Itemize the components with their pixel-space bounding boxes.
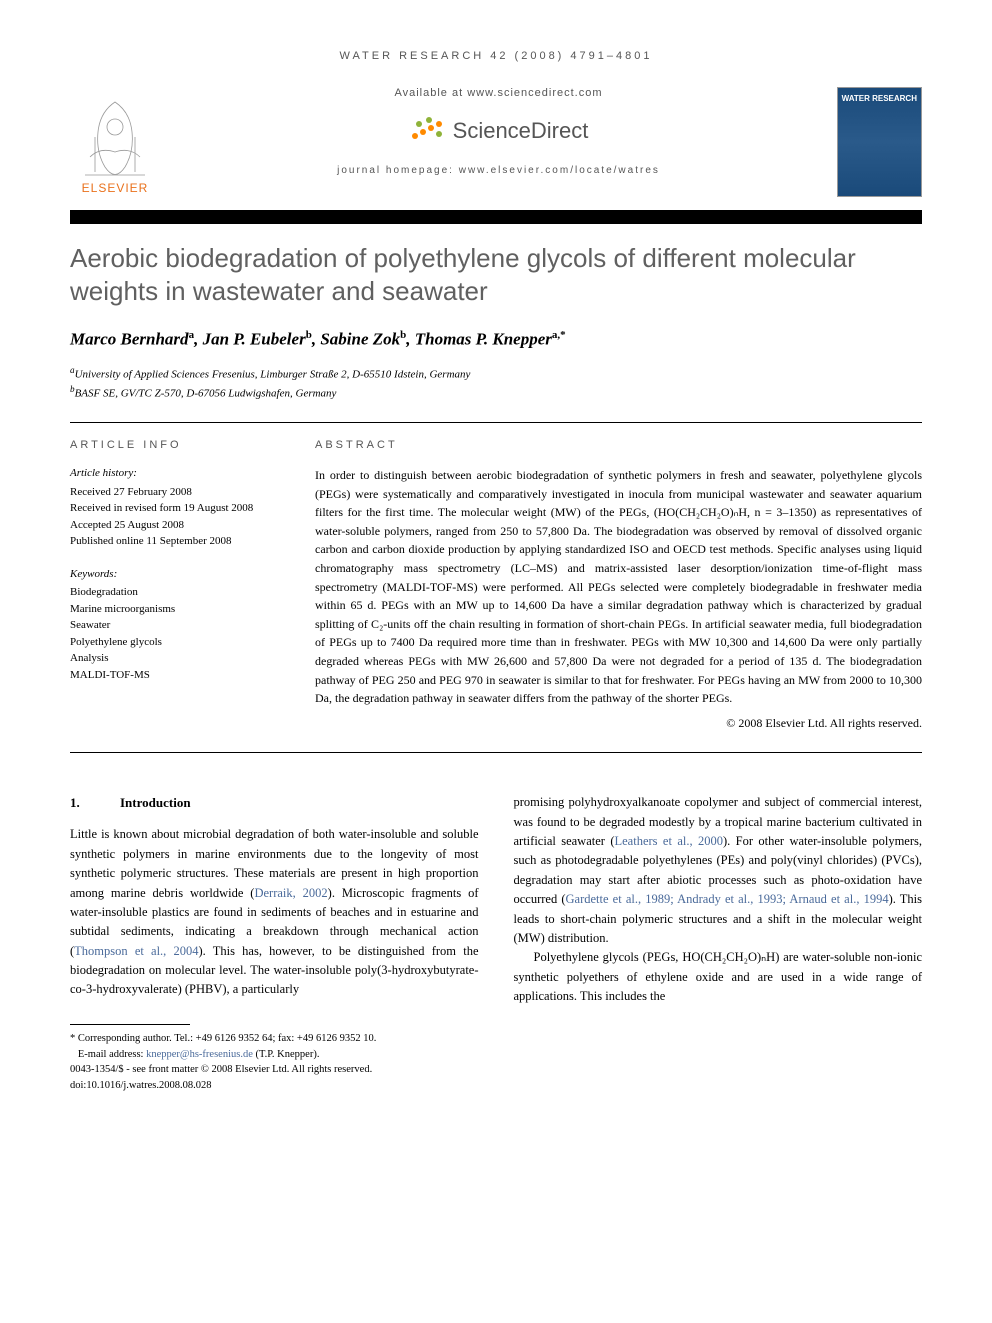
affiliation-b: bBASF SE, GV/TC Z-570, D-67056 Ludwigsha…: [70, 383, 922, 402]
svg-text:ELSEVIER: ELSEVIER: [82, 181, 149, 195]
keywords-block: Keywords: Biodegradation Marine microorg…: [70, 566, 280, 684]
abstract-heading: ABSTRACT: [315, 437, 922, 454]
footer-block: * Corresponding author. Tel.: +49 6126 9…: [70, 1031, 479, 1094]
article-history-block: Article history: Received 27 February 20…: [70, 465, 280, 550]
section-1-number: 1.: [70, 793, 120, 813]
journal-cover: WATER RESEARCH: [837, 87, 922, 197]
body-paragraph: Polyethylene glycols (PEGs, HO(CH₂CH₂O)ₙ…: [514, 948, 923, 1006]
article-info-column: ARTICLE INFO Article history: Received 2…: [70, 437, 280, 732]
doi-line: doi:10.1016/j.watres.2008.08.028: [70, 1078, 479, 1094]
citation-link[interactable]: Leathers et al., 2000: [615, 834, 723, 848]
available-at: Available at www.sciencedirect.com: [180, 87, 817, 99]
corresponding-author: * Corresponding author. Tel.: +49 6126 9…: [70, 1031, 479, 1047]
article-title: Aerobic biodegradation of polyethylene g…: [70, 242, 922, 307]
keyword: Marine microorganisms: [70, 601, 280, 618]
body-paragraph: promising polyhydroxyalkanoate copolymer…: [514, 793, 923, 948]
info-abstract-row: ARTICLE INFO Article history: Received 2…: [70, 437, 922, 732]
citation-link[interactable]: Derraik, 2002: [254, 886, 327, 900]
abstract-copyright: © 2008 Elsevier Ltd. All rights reserved…: [315, 714, 922, 733]
keyword: Seawater: [70, 617, 280, 634]
affiliations: aUniversity of Applied Sciences Freseniu…: [70, 364, 922, 402]
journal-cover-title: WATER RESEARCH: [842, 94, 917, 103]
section-1-heading: 1.Introduction: [70, 793, 479, 813]
history-received: Received 27 February 2008: [70, 484, 280, 501]
history-revised: Received in revised form 19 August 2008: [70, 500, 280, 517]
keywords-label: Keywords:: [70, 566, 280, 583]
body-paragraph: Little is known about microbial degradat…: [70, 825, 479, 999]
keyword: Polyethylene glycols: [70, 634, 280, 651]
affiliation-a: aUniversity of Applied Sciences Freseniu…: [70, 364, 922, 383]
article-info-heading: ARTICLE INFO: [70, 437, 280, 454]
corresponding-email-line: E-mail address: knepper@hs-fresenius.de …: [70, 1047, 479, 1063]
body-col-right: promising polyhydroxyalkanoate copolymer…: [514, 793, 923, 1094]
keyword: MALDI-TOF-MS: [70, 667, 280, 684]
keyword: Analysis: [70, 650, 280, 667]
history-accepted: Accepted 25 August 2008: [70, 517, 280, 534]
elsevier-logo: ELSEVIER: [70, 87, 160, 202]
issn-line: 0043-1354/$ - see front matter © 2008 El…: [70, 1062, 479, 1078]
corresponding-email-link[interactable]: knepper@hs-fresenius.de: [146, 1049, 253, 1060]
history-published: Published online 11 September 2008: [70, 533, 280, 550]
sciencedirect-text: ScienceDirect: [453, 118, 589, 144]
abstract-text: In order to distinguish between aerobic …: [315, 466, 922, 708]
header-center: Available at www.sciencedirect.com Scien…: [180, 87, 817, 176]
header-row: ELSEVIER Available at www.sciencedirect.…: [70, 87, 922, 202]
divider-bar: [70, 210, 922, 224]
journal-citation: WATER RESEARCH 42 (2008) 4791–4801: [70, 50, 922, 62]
sciencedirect-logo: ScienceDirect: [409, 114, 589, 147]
authors: Marco Bernharda, Jan P. Eubelerb, Sabine…: [70, 329, 922, 350]
divider-thin-bottom: [70, 752, 922, 753]
abstract-column: ABSTRACT In order to distinguish between…: [315, 437, 922, 732]
citation-link[interactable]: Thompson et al., 2004: [74, 944, 198, 958]
citation-link[interactable]: Gardette et al., 1989; Andrady et al., 1…: [566, 892, 889, 906]
article-history-label: Article history:: [70, 465, 280, 482]
journal-homepage: journal homepage: www.elsevier.com/locat…: [180, 165, 817, 176]
divider-thin-top: [70, 422, 922, 423]
body-columns: 1.Introduction Little is known about mic…: [70, 793, 922, 1094]
section-1-title: Introduction: [120, 795, 191, 810]
keyword: Biodegradation: [70, 584, 280, 601]
footer-divider: [70, 1024, 190, 1025]
body-col-left: 1.Introduction Little is known about mic…: [70, 793, 479, 1094]
sciencedirect-icon: [409, 114, 445, 147]
